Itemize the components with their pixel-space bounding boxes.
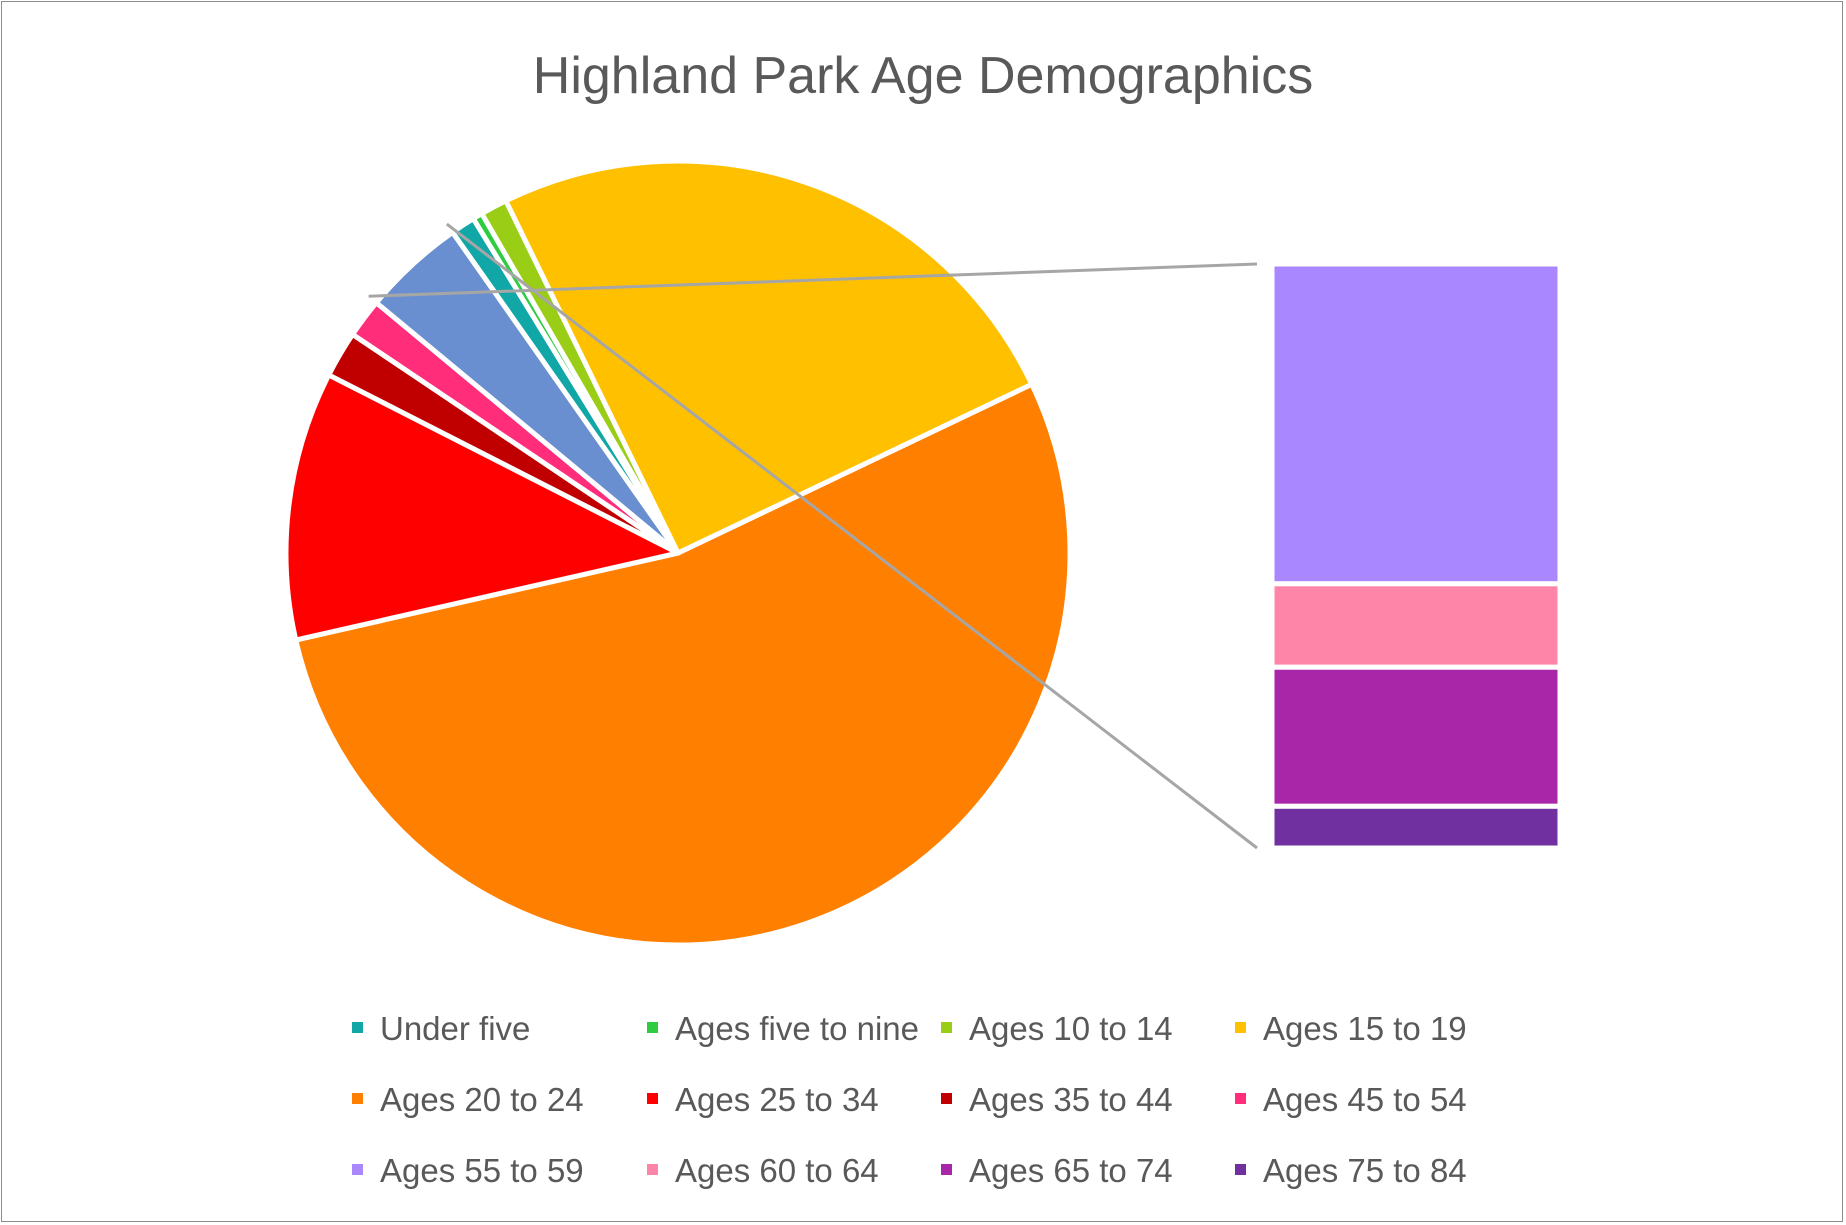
legend-swatch xyxy=(647,1164,658,1175)
legend-label: Ages 60 to 64 xyxy=(675,1152,879,1189)
bar-segment-ages-65-to-74 xyxy=(1269,664,1563,809)
legend-item-ages-60-to-64: Ages 60 to 64 xyxy=(647,1152,879,1189)
legend-label: Ages five to nine xyxy=(675,1010,919,1047)
legend-swatch xyxy=(647,1022,658,1033)
pie-slice-ages-15-to-19 xyxy=(503,158,1035,556)
legend-item-ages-75-to-84: Ages 75 to 84 xyxy=(1235,1152,1467,1189)
legend-swatch xyxy=(352,1093,363,1104)
legend-label: Ages 15 to 19 xyxy=(1263,1010,1467,1047)
legend-swatch xyxy=(941,1022,952,1033)
bar-segment-ages-60-to-64 xyxy=(1269,581,1563,670)
legend-swatch xyxy=(352,1164,363,1175)
legend-label: Ages 10 to 14 xyxy=(969,1010,1173,1047)
legend-swatch xyxy=(647,1093,658,1104)
legend-swatch xyxy=(352,1022,363,1033)
bar-segment-ages-55-to-59 xyxy=(1269,261,1563,587)
legend-label: Ages 75 to 84 xyxy=(1263,1152,1467,1189)
legend-label: Ages 55 to 59 xyxy=(380,1152,584,1189)
legend-item-ages-10-to-14: Ages 10 to 14 xyxy=(941,1010,1173,1047)
pie-slice-ages-20-to-24 xyxy=(293,381,1073,948)
legend-label: Ages 65 to 74 xyxy=(969,1152,1173,1189)
legend-label: Under five xyxy=(380,1010,530,1047)
legend-item-ages-65-to-74: Ages 65 to 74 xyxy=(941,1152,1173,1189)
legend-item-ages-25-to-34: Ages 25 to 34 xyxy=(647,1081,879,1118)
legend-item-ages-20-to-24: Ages 20 to 24 xyxy=(352,1081,584,1118)
connector-line-bottom xyxy=(445,222,1258,850)
legend-swatch xyxy=(941,1164,952,1175)
legend-swatch xyxy=(941,1093,952,1104)
legend-label: Ages 45 to 54 xyxy=(1263,1081,1467,1118)
legend-label: Ages 20 to 24 xyxy=(380,1081,584,1118)
legend-label: Ages 35 to 44 xyxy=(969,1081,1173,1118)
legend-item-ages-55-to-59: Ages 55 to 59 xyxy=(352,1152,584,1189)
bar-segment-ages-75-to-84 xyxy=(1269,803,1563,851)
legend-item-ages-45-to-54: Ages 45 to 54 xyxy=(1235,1081,1467,1118)
connector-line-top xyxy=(368,262,1258,298)
legend-item-ages-15-to-19: Ages 15 to 19 xyxy=(1235,1010,1467,1047)
legend-item-ages-five-to-nine: Ages five to nine xyxy=(647,1010,919,1047)
chart-title: Highland Park Age Demographics xyxy=(532,47,1314,105)
legend-swatch xyxy=(1235,1093,1246,1104)
legend-label: Ages 25 to 34 xyxy=(675,1081,879,1118)
legend-item-under-five: Under five xyxy=(352,1010,530,1047)
pie-slice-ages-25-to-34 xyxy=(283,372,681,643)
legend-swatch xyxy=(1235,1164,1246,1175)
legend-item-ages-35-to-44: Ages 35 to 44 xyxy=(941,1081,1173,1118)
legend-swatch xyxy=(1235,1022,1246,1033)
